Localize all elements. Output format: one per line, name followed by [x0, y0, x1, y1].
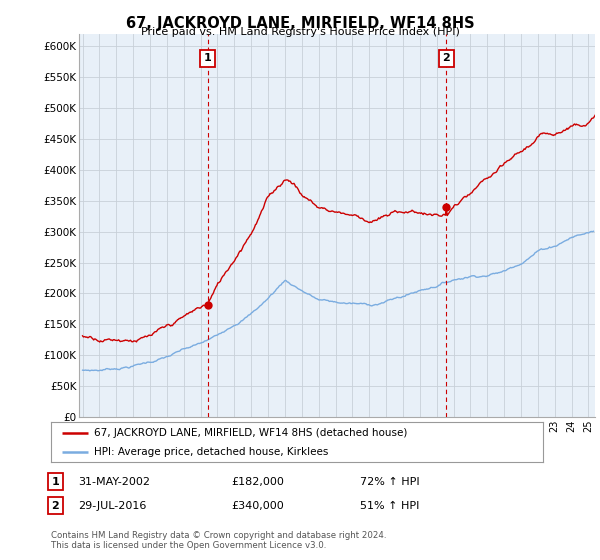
Text: 31-MAY-2002: 31-MAY-2002: [78, 477, 150, 487]
Text: 1: 1: [204, 53, 212, 63]
Text: £340,000: £340,000: [231, 501, 284, 511]
Text: Price paid vs. HM Land Registry's House Price Index (HPI): Price paid vs. HM Land Registry's House …: [140, 27, 460, 37]
Text: 29-JUL-2016: 29-JUL-2016: [78, 501, 146, 511]
Text: 1: 1: [52, 477, 59, 487]
Text: 72% ↑ HPI: 72% ↑ HPI: [360, 477, 419, 487]
Text: 51% ↑ HPI: 51% ↑ HPI: [360, 501, 419, 511]
Text: 67, JACKROYD LANE, MIRFIELD, WF14 8HS: 67, JACKROYD LANE, MIRFIELD, WF14 8HS: [125, 16, 475, 31]
Text: HPI: Average price, detached house, Kirklees: HPI: Average price, detached house, Kirk…: [94, 447, 329, 457]
Text: 2: 2: [52, 501, 59, 511]
Text: 67, JACKROYD LANE, MIRFIELD, WF14 8HS (detached house): 67, JACKROYD LANE, MIRFIELD, WF14 8HS (d…: [94, 428, 407, 438]
Text: 2: 2: [443, 53, 451, 63]
Text: £182,000: £182,000: [231, 477, 284, 487]
Text: Contains HM Land Registry data © Crown copyright and database right 2024.
This d: Contains HM Land Registry data © Crown c…: [51, 531, 386, 550]
